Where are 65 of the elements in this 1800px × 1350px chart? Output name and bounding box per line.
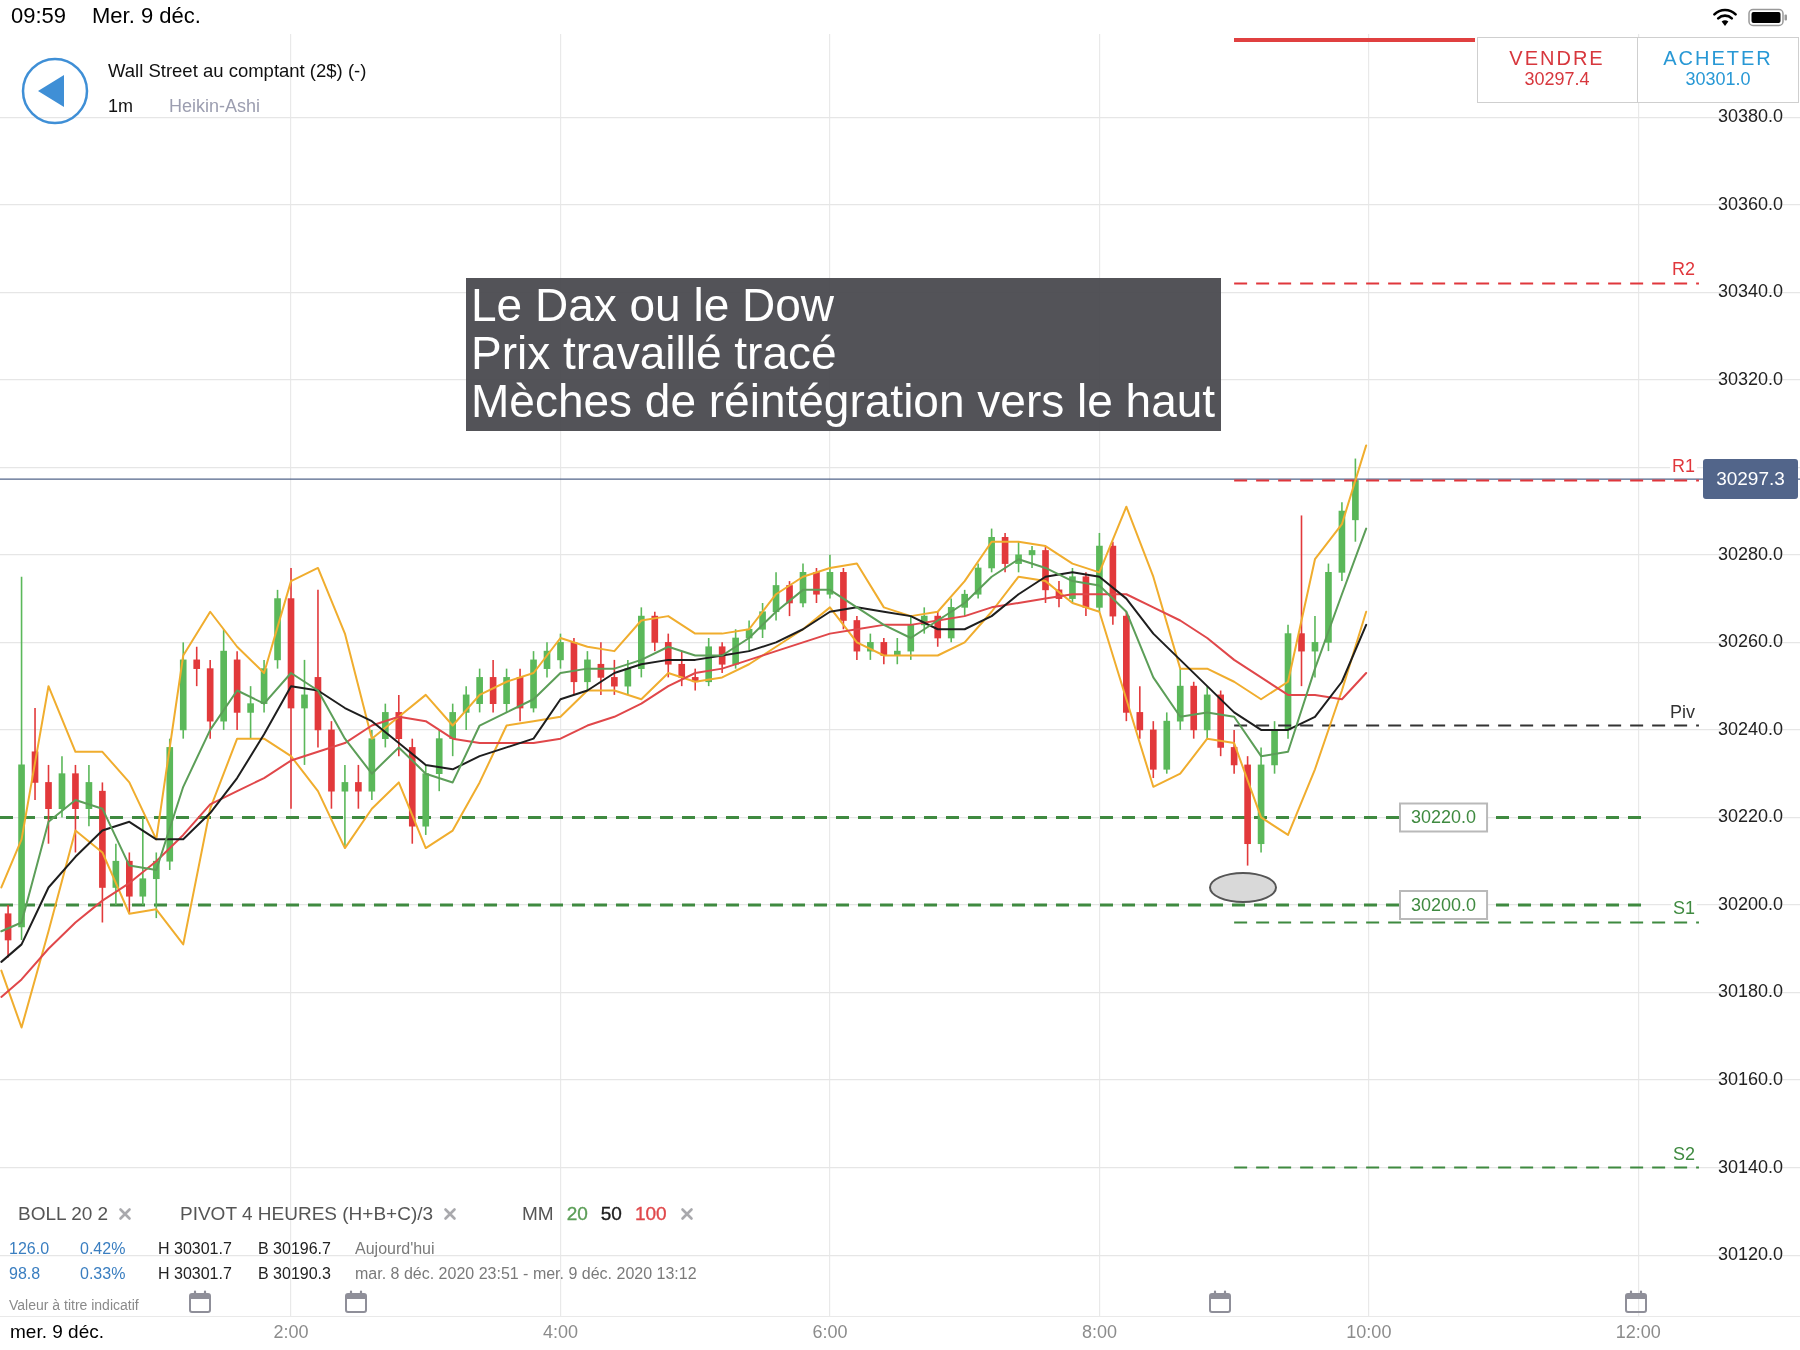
annotation: mar. 8 déc. 2020 23:51 - mer. 9 déc. 2020 13:12	[355, 1265, 697, 1284]
annotation: 30297.4	[1524, 69, 1590, 90]
candlestick	[301, 659, 308, 766]
annotation: 30220.0	[1411, 807, 1477, 828]
annotation: R2	[1671, 259, 1695, 280]
x-tick-label: 4:00	[542, 1322, 578, 1343]
candlestick	[584, 650, 591, 692]
y-tick-label: 30120.0	[1717, 1244, 1783, 1265]
annotation: Piv	[1669, 701, 1695, 722]
y-tick-label: 30160.0	[1717, 1069, 1783, 1090]
annotation: 1m	[108, 96, 134, 117]
annotation: 126.0	[9, 1240, 50, 1259]
text: 100	[634, 1203, 667, 1225]
y-tick-label: 30140.0	[1717, 1156, 1783, 1177]
y-tick-label: 30180.0	[1717, 981, 1783, 1002]
candlestick	[139, 816, 147, 906]
annotation: PIVOT 4 HEURES (H+B+C)/3	[180, 1203, 434, 1225]
y-tick-label: 30240.0	[1717, 718, 1783, 739]
y-tick-label: 30340.0	[1717, 281, 1783, 302]
annotation: 30200.0	[1411, 894, 1477, 915]
y-tick-label: 30360.0	[1717, 193, 1783, 214]
annotation: H 30301.7	[158, 1240, 232, 1259]
candlestick	[678, 650, 686, 687]
y-tick-label: 30200.0	[1717, 893, 1783, 914]
candlestick	[1298, 514, 1305, 687]
annotation: 98.8	[9, 1265, 41, 1284]
text: 20	[566, 1203, 588, 1225]
text: Mer. 9 déc.	[92, 3, 201, 29]
text: Wall Street au comptant (2$) (-)	[108, 60, 367, 82]
annotation: Aujourd'hui	[355, 1240, 435, 1259]
x-tick-label: 12:00	[1615, 1322, 1661, 1343]
x-tick-label: 8:00	[1081, 1322, 1117, 1343]
text: mer. 9 déc.	[10, 1321, 104, 1343]
annotation: S2	[1672, 1143, 1695, 1164]
annotation: BOLL 20 2	[18, 1203, 109, 1225]
y-tick-label: 30220.0	[1717, 806, 1783, 827]
text: 50	[600, 1203, 622, 1225]
candlestick	[355, 764, 362, 810]
annotation: 30301.0	[1685, 69, 1751, 90]
annotation: VENDRE	[1509, 47, 1605, 70]
annotation: B 30190.3	[258, 1265, 331, 1284]
x-tick-label: 2:00	[273, 1322, 309, 1343]
y-tick-label: 30380.0	[1717, 106, 1783, 127]
annotation: 0.33%	[80, 1265, 126, 1284]
annotation: S1	[1672, 898, 1695, 919]
candlestick	[193, 645, 201, 687]
annotation: R1	[1671, 456, 1695, 477]
x-tick-label: 6:00	[812, 1322, 848, 1343]
annotation: ACHETER	[1663, 47, 1773, 70]
y-tick-label: 30320.0	[1717, 368, 1783, 389]
text: 09:59	[11, 3, 67, 29]
annotation: 30297.3	[1716, 468, 1785, 490]
annotation: B 30196.7	[258, 1240, 331, 1259]
annotation: H 30301.7	[158, 1265, 232, 1284]
candlestick	[247, 685, 254, 740]
candlestick	[611, 659, 618, 696]
annotation: Valeur à titre indicatif	[9, 1297, 139, 1314]
legend-title: MM	[522, 1203, 554, 1225]
annotation: 0.42%	[80, 1240, 126, 1259]
y-tick-label: 30260.0	[1717, 631, 1783, 652]
candlestick	[557, 632, 564, 670]
candlestick	[1136, 685, 1144, 740]
annotation: Heikin-Ashi	[169, 96, 261, 117]
y-tick-label: 30280.0	[1717, 543, 1783, 564]
x-tick-label: 10:00	[1346, 1322, 1392, 1343]
